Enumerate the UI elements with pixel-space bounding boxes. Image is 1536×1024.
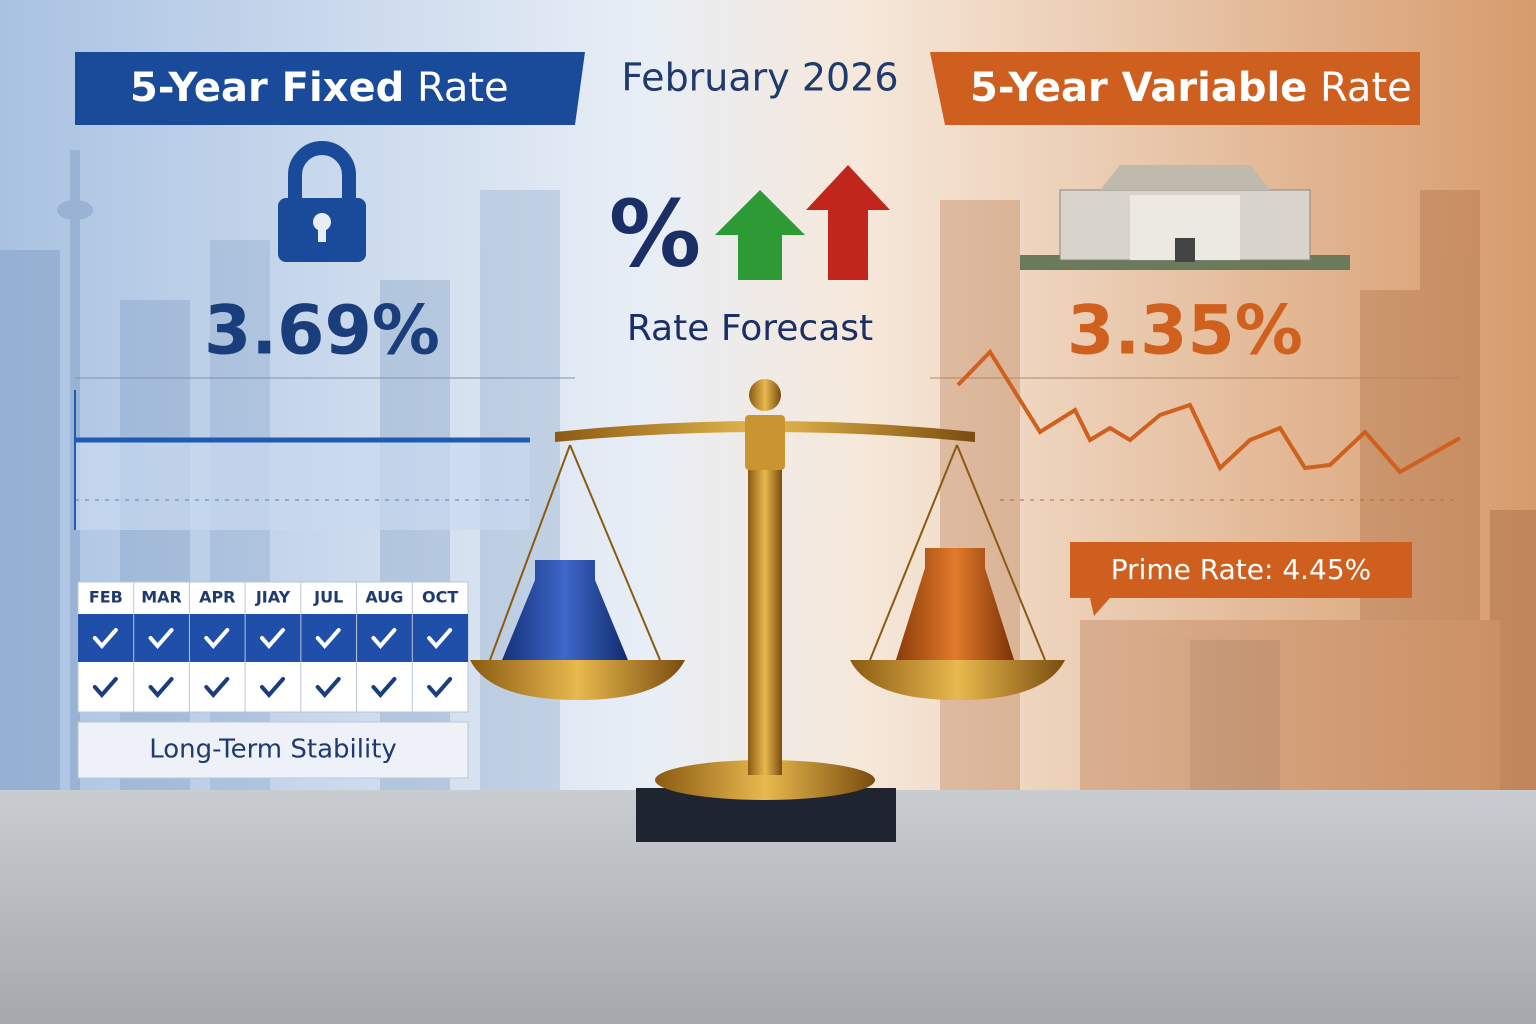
building-icon — [1020, 165, 1350, 270]
percent-symbol: % — [609, 180, 701, 287]
banner-light: Rate — [1320, 65, 1412, 111]
prime-callout: Prime Rate: 4.45% — [1070, 542, 1412, 616]
banner-bold: 5-Year Variable — [970, 65, 1307, 111]
fixed-chart — [74, 377, 575, 530]
check-mark — [315, 677, 341, 699]
check-mark — [148, 628, 174, 650]
banner-light: Rate — [417, 65, 509, 111]
variable-chart — [930, 348, 1461, 501]
month-label: MAR — [141, 588, 182, 607]
check-mark — [92, 628, 118, 650]
check-mark — [371, 628, 397, 650]
balance-scale — [470, 379, 1065, 842]
month-label: JUL — [313, 588, 343, 607]
check-mark — [315, 628, 341, 650]
check-mark — [204, 628, 230, 650]
variable-banner-text: 5-Year Variable Rate — [970, 65, 1412, 111]
calendar: Long-Term Stability FEB MAR APR JIAY JUL AUG O… — [77, 581, 469, 779]
check-mark — [260, 677, 285, 699]
check-mark — [92, 677, 118, 699]
month-label: OCT — [422, 588, 458, 607]
fixed-banner-text: 5-Year Fixed Rate — [130, 65, 509, 111]
check-mark — [427, 628, 453, 650]
check-mark — [427, 677, 453, 699]
banner-bold: 5-Year Fixed — [130, 65, 404, 111]
month-label: AUG — [365, 588, 403, 607]
check-mark — [148, 677, 174, 699]
fixed-banner — [75, 52, 585, 125]
fixed-rate: 3.69% — [204, 292, 440, 371]
red-arrow — [806, 165, 890, 280]
lock-icon — [278, 141, 366, 262]
prime-rate: Prime Rate: 4.45% — [1111, 553, 1372, 586]
check-mark — [371, 677, 397, 699]
variable-rate: 3.35% — [1067, 292, 1303, 371]
variable-banner — [930, 52, 1420, 125]
month-label: FEB — [89, 588, 123, 607]
check-mark — [204, 677, 230, 699]
forecast-label: Rate Forecast — [627, 308, 873, 349]
date: February 2026 — [621, 56, 898, 100]
month-label: JIAY — [255, 588, 291, 607]
calendar-caption: Long-Term Stability — [149, 735, 397, 765]
check-mark — [260, 628, 285, 650]
green-arrow — [715, 190, 805, 280]
month-label: APR — [199, 588, 235, 607]
